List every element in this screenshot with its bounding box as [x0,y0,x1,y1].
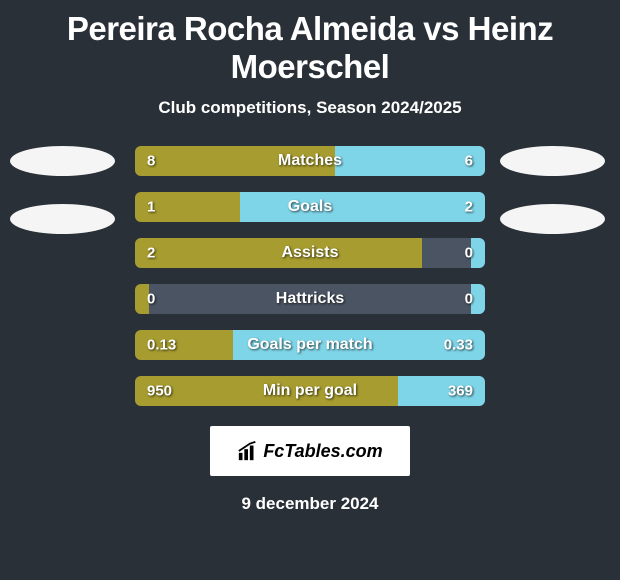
bar-label: Goals per match [247,336,372,354]
right-player-column [500,146,610,406]
source-logo: FcTables.com [210,426,410,476]
bar-right-value: 0 [465,245,473,262]
bar-left-value: 0.13 [147,337,176,354]
bar-left-value: 2 [147,245,155,262]
bar-right-fill [471,284,485,314]
stat-bar: 0.13 0.33 Goals per match [135,330,485,360]
logo-text: FcTables.com [237,440,382,462]
bar-left-fill [135,238,422,268]
bar-label: Hattricks [276,290,344,308]
bar-right-value: 6 [465,153,473,170]
bar-label: Min per goal [263,382,357,400]
player-photo-placeholder [10,204,115,234]
date-text: 9 december 2024 [241,494,378,514]
stat-bar: 2 0 Assists [135,238,485,268]
stat-bar: 950 369 Min per goal [135,376,485,406]
bar-left-value: 0 [147,291,155,308]
bar-right-value: 369 [448,383,473,400]
stat-bar: 8 6 Matches [135,146,485,176]
left-player-column [10,146,120,406]
chart-icon [237,440,259,462]
bar-right-value: 0.33 [444,337,473,354]
logo-label: FcTables.com [263,441,382,462]
bar-right-fill [471,238,485,268]
page-title: Pereira Rocha Almeida vs Heinz Moerschel [0,10,620,86]
bar-right-fill [335,146,486,176]
bar-right-value: 2 [465,199,473,216]
comparison-content: 8 6 Matches 1 2 Goals 2 0 Assists 0 0 Hattricks 0.13… [0,146,620,406]
player-photo-placeholder [500,146,605,176]
bar-left-value: 950 [147,383,172,400]
bar-left-value: 8 [147,153,155,170]
player-photo-placeholder [500,204,605,234]
bar-left-value: 1 [147,199,155,216]
bar-right-value: 0 [465,291,473,308]
bar-right-fill [240,192,485,222]
player-photo-placeholder [10,146,115,176]
bar-label: Goals [288,198,332,216]
stat-bar: 1 2 Goals [135,192,485,222]
stat-bars: 8 6 Matches 1 2 Goals 2 0 Assists 0 0 Hattricks 0.13… [135,146,485,406]
bar-label: Assists [282,244,339,262]
bar-label: Matches [278,152,342,170]
subtitle: Club competitions, Season 2024/2025 [158,98,461,118]
stat-bar: 0 0 Hattricks [135,284,485,314]
